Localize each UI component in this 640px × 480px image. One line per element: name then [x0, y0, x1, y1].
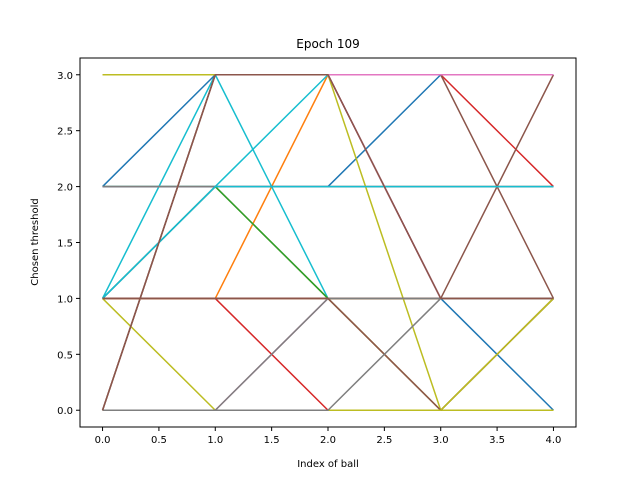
chart-title: Epoch 109 [296, 37, 359, 51]
x-axis-ticks: 0.0 0.5 1.0 1.5 2.0 2.5 3.0 3.5 4.0 [95, 427, 562, 446]
x-tick-label: 3.0 [433, 435, 449, 446]
x-tick-label: 1.5 [264, 435, 280, 446]
x-tick-label: 1.0 [207, 435, 223, 446]
x-tick-label: 3.5 [489, 435, 505, 446]
x-tick-label: 0.5 [151, 435, 167, 446]
y-tick-label: 1.0 [57, 294, 73, 305]
series-line-29 [102, 185, 554, 299]
x-tick-label: 2.0 [320, 435, 336, 446]
y-tick-label: 2.5 [57, 127, 73, 138]
x-tick-label: 0.0 [95, 435, 111, 446]
series-line-35 [101, 74, 554, 411]
y-axis-ticks: 0.0 0.5 1.0 1.5 2.0 2.5 3.0 [57, 71, 80, 417]
y-tick-label: 1.5 [57, 239, 73, 250]
y-tick-label: 2.0 [57, 183, 73, 194]
y-tick-label: 3.0 [57, 71, 73, 82]
y-tick-label: 0.5 [57, 350, 73, 361]
series-layer [101, 74, 555, 411]
x-tick-label: 2.5 [376, 435, 392, 446]
y-axis-label: Chosen threshold [30, 198, 41, 285]
y-tick-label: 0.0 [57, 406, 73, 417]
x-tick-label: 4.0 [546, 435, 562, 446]
x-axis-label: Index of ball [297, 459, 359, 470]
